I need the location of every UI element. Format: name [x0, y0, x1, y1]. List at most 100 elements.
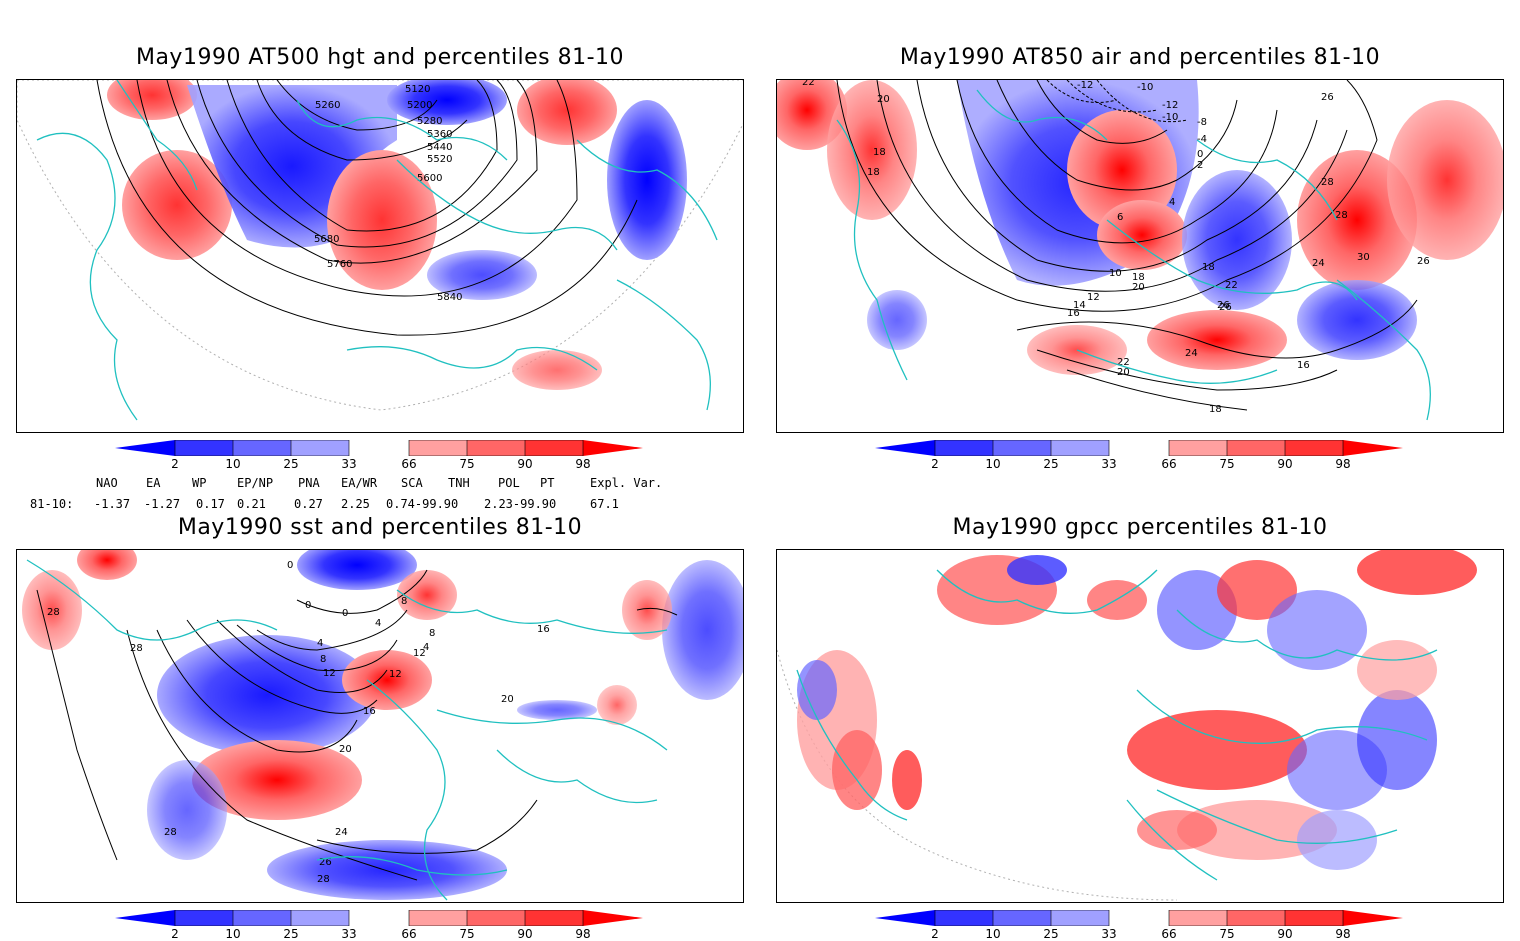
cbar-swatch-above-98	[583, 440, 643, 456]
contour-label: 28	[317, 874, 330, 885]
contour-label: 0	[287, 560, 293, 571]
contour-label: 22	[1225, 280, 1238, 291]
negative-anomaly-area	[157, 635, 377, 755]
cbar-swatch-66-75	[1169, 440, 1227, 456]
contour-label: 6	[1117, 212, 1123, 223]
cbar-swatch-75-90	[1227, 910, 1285, 926]
contour-label: 26	[1219, 302, 1232, 313]
contour-label: 24	[335, 827, 348, 838]
positive-anomaly-area	[192, 740, 362, 820]
contour-label: 18	[867, 167, 880, 178]
cbar-swatch-66-75	[409, 910, 467, 926]
cbar-swatch-2-10	[175, 440, 233, 456]
cbar-label: 98	[575, 927, 591, 941]
cbar-swatch-below-2	[875, 440, 935, 456]
contour-label: 24	[1185, 348, 1198, 359]
positive-anomaly-area	[107, 80, 197, 120]
contour-labels: 22 20 18 18 -12 -10 -10 -12 -8 -4 0 2 4 …	[802, 80, 1430, 415]
positive-anomaly-area	[342, 650, 432, 710]
contour-label: 4	[1169, 197, 1175, 208]
cbar-swatch-66-75	[1169, 910, 1227, 926]
contour-label: 16	[537, 624, 550, 635]
coastlines	[36, 80, 718, 421]
coastlines	[836, 89, 1431, 421]
teleconnection-value: 0.21	[237, 497, 266, 511]
cbar-label: 98	[1335, 457, 1351, 471]
sst-map: 0 0 4 8 12 16 20 24 28 28 28 28 26 4 8 1…	[22, 550, 743, 901]
contour-label: 26	[1321, 92, 1334, 103]
colorbar-hgt500: 2 10 25 33 66 75 90 98	[115, 439, 655, 471]
teleconnection-header: SCA	[401, 476, 423, 490]
contour-label: -4	[1197, 134, 1207, 145]
contour-label: 16	[1067, 308, 1080, 319]
cbar-label: 90	[517, 927, 533, 941]
contour-label: 28	[1335, 210, 1348, 221]
positive-anomaly-area	[512, 350, 602, 390]
cbar-label: 33	[1101, 457, 1117, 471]
negative-anomaly-area	[867, 290, 927, 350]
contour-label: 8	[429, 628, 435, 639]
contour-label: 5120	[405, 84, 430, 95]
panel-title-gpcc: May1990 gpcc percentiles 81-10	[952, 515, 1328, 540]
cbar-label: 75	[459, 927, 475, 941]
cbar-label: 90	[517, 457, 533, 471]
cbar-label: 10	[225, 457, 241, 471]
cbar-label: 66	[401, 457, 417, 471]
positive-anomaly-area	[622, 580, 672, 640]
teleconnection-value: -1.27	[144, 497, 181, 511]
teleconnection-table: NAO EA WP EP/NP PNA EA/WR SCA TNH POL PT…	[0, 476, 720, 512]
teleconnection-header: EA	[146, 476, 161, 490]
contour-label: 4	[423, 642, 429, 653]
map-panel-hgt500: 5120 5200 5260 5280 5360 5440 5520 5600 …	[16, 79, 744, 433]
positive-anomaly-area	[77, 550, 137, 580]
cbar-swatch-below-2	[115, 910, 175, 926]
cbar-swatch-10-25	[993, 910, 1051, 926]
cbar-swatch-below-2	[115, 440, 175, 456]
negative-anomaly-area	[297, 550, 417, 590]
precip-anomaly-patches	[797, 550, 1477, 870]
cbar-swatch-10-25	[233, 440, 291, 456]
gpcc-map	[777, 550, 1477, 901]
contour-label: 2	[1197, 160, 1203, 171]
contour-label: 14	[1073, 300, 1086, 311]
teleconnection-value: 2.25	[341, 497, 370, 511]
contour-label: 10	[1109, 268, 1122, 279]
height-contours	[96, 80, 638, 336]
contour-label: 20	[501, 694, 514, 705]
teleconnection-header: POL	[498, 476, 520, 490]
teleconnection-header: PNA	[298, 476, 320, 490]
contour-label: 12	[413, 648, 426, 659]
contour-label: 5360	[427, 129, 452, 140]
contour-label: 28	[130, 643, 143, 654]
contour-label: 24	[1312, 258, 1325, 269]
cbar-swatch-90-98	[1285, 910, 1343, 926]
cbar-label: 10	[985, 927, 1001, 941]
hgt500-map: 5120 5200 5260 5280 5360 5440 5520 5600 …	[17, 80, 743, 421]
positive-anomaly-area	[1067, 110, 1177, 230]
teleconnection-value: 2.23-99.90	[484, 497, 557, 511]
positive-anomaly-area	[1297, 150, 1417, 290]
contour-label: -10	[1137, 82, 1153, 93]
contour-label: 28	[164, 827, 177, 838]
cbar-label: 2	[171, 927, 179, 941]
cbar-label: 98	[1335, 927, 1351, 941]
cbar-swatch-25-33	[1051, 910, 1109, 926]
teleconnection-header: Expl. Var.	[590, 476, 663, 490]
cbar-swatch-above-98	[1343, 910, 1403, 926]
contour-label: 5760	[327, 259, 352, 270]
negative-anomaly-area	[427, 250, 537, 300]
coastlines	[796, 569, 1438, 881]
cbar-label: 66	[1161, 927, 1177, 941]
contour-label: 16	[363, 706, 376, 717]
teleconnection-header: NAO	[96, 476, 118, 490]
contour-label: 0	[342, 608, 348, 619]
cbar-label: 25	[283, 457, 299, 471]
contour-label: 8	[401, 596, 407, 607]
map-panel-air850: 22 20 18 18 -12 -10 -10 -12 -8 -4 0 2 4 …	[776, 79, 1504, 433]
panel-title-hgt500: May1990 AT500 hgt and percentiles 81-10	[135, 45, 625, 70]
teleconnection-header: PT	[540, 476, 555, 490]
contour-labels: 0 0 4 8 12 16 20 24 28 28 28 28 26 4 8 1…	[47, 560, 550, 885]
cbar-swatch-10-25	[993, 440, 1051, 456]
cbar-label: 25	[1043, 927, 1059, 941]
contour-label: 5280	[417, 116, 442, 127]
